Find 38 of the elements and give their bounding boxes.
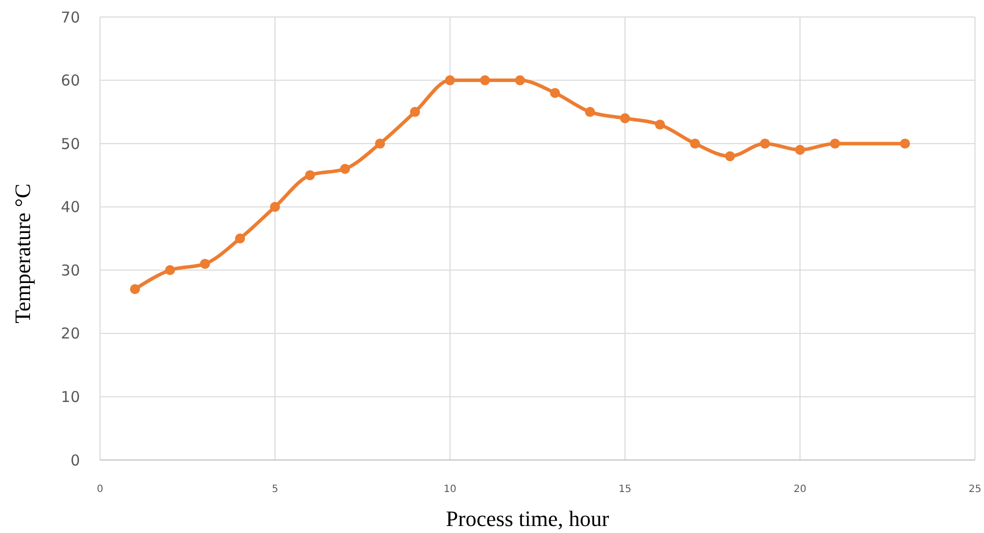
x-axis-title: Process time, hour [446,506,610,531]
point [480,75,490,86]
point [760,138,770,149]
x-tick-label: 20 [794,484,806,495]
point [830,138,840,149]
point [690,138,700,149]
x-tick-label: 15 [618,484,632,495]
x-tick-label: 5 [272,484,278,495]
point [515,75,525,86]
point [305,170,315,180]
point [375,138,385,149]
point [165,265,175,276]
point [340,164,350,174]
point [410,106,420,117]
y-axis-title: Temperature °C [10,184,35,324]
point [795,144,805,155]
x-tick-label: 10 [444,484,456,495]
y-tick-label: 60 [60,72,80,90]
x-tick-label: 25 [968,484,982,495]
y-tick-label: 10 [60,388,80,406]
point [655,120,665,130]
point [445,75,455,86]
y-tick-label: 40 [60,198,80,216]
point [620,113,630,124]
point [200,258,210,269]
point [270,202,280,212]
x-tick-label: 0 [96,484,104,495]
point [585,106,595,117]
point [235,234,245,244]
point [130,284,140,294]
point [725,151,735,162]
y-tick-label: 30 [60,261,80,280]
point [900,138,910,149]
point [550,88,560,98]
y-tick-label: 20 [60,324,80,343]
y-tick-label: 50 [60,134,80,153]
y-tick-label: 0 [70,451,80,470]
y-tick-label: 70 [60,8,80,26]
